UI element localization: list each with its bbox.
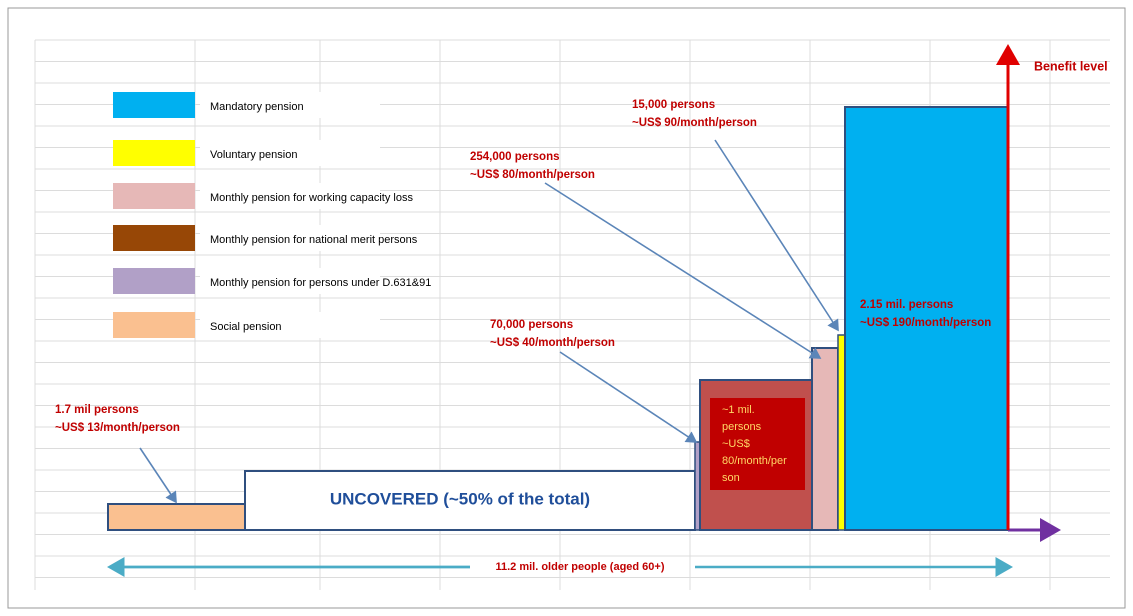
legend-swatch [113, 225, 195, 251]
merit-line: ~US$ [722, 438, 750, 450]
legend-swatch [113, 183, 195, 209]
social-bar [107, 503, 246, 531]
total-label: 11.2 mil. older people (aged 60+) [495, 561, 664, 573]
callout-benefit: ~US$ 13/month/person [55, 422, 180, 434]
legend-box [200, 183, 380, 209]
legend-box [200, 92, 380, 118]
merit-text: ~1 mil. persons ~US$ 80/month/per son [722, 404, 787, 484]
callout-persons: 15,000 persons [632, 99, 715, 111]
merit-line: son [722, 472, 740, 484]
legend-box [200, 225, 380, 251]
legend-box [200, 140, 380, 166]
merit-line: 80/month/per [722, 455, 787, 467]
callout-persons: 1.7 mil persons [55, 404, 139, 416]
legend-label: Monthly pension for persons under D.631&… [210, 277, 431, 289]
legend-box [200, 268, 380, 294]
callout-benefit: ~US$ 190/month/person [860, 317, 991, 329]
callout-benefit: ~US$ 80/month/person [470, 169, 595, 181]
legend: Mandatory pension Voluntary pension Monthl… [113, 92, 431, 338]
callout-benefit: ~US$ 40/month/person [490, 337, 615, 349]
callout-persons: 70,000 persons [490, 319, 573, 331]
callout-benefit: ~US$ 90/month/person [632, 117, 757, 129]
legend-swatch [113, 92, 195, 118]
legend-label: Voluntary pension [210, 149, 297, 161]
capacity-loss-bar [811, 347, 839, 531]
voluntary-bar [837, 334, 846, 531]
mandatory-bar [844, 106, 1009, 531]
merit-line: ~1 mil. [722, 404, 755, 416]
callout-arrow [559, 351, 698, 443]
legend-label: Mandatory pension [210, 101, 304, 113]
legend-box [200, 312, 380, 338]
merit-box [710, 398, 805, 490]
legend-swatch [113, 140, 195, 166]
legend-swatch [113, 268, 195, 294]
uncovered-label: UNCOVERED (~50% of the total) [330, 489, 590, 508]
callouts: 1.7 mil persons ~US$ 13/month/person 70,00… [55, 99, 991, 434]
legend-label: Monthly pension for national merit perso… [210, 234, 418, 246]
callout-arrow [544, 182, 822, 359]
legend-label: Monthly pension for working capacity los… [210, 192, 413, 204]
merit-line: persons [722, 421, 762, 433]
callout-persons: 2.15 mil. persons [860, 299, 953, 311]
legend-label: Social pension [210, 321, 282, 333]
callout-arrow [139, 447, 177, 504]
axis-label: Benefit level [1034, 59, 1108, 73]
legend-swatch [113, 312, 195, 338]
callout-persons: 254,000 persons [470, 151, 560, 163]
callout-arrow [714, 139, 839, 332]
